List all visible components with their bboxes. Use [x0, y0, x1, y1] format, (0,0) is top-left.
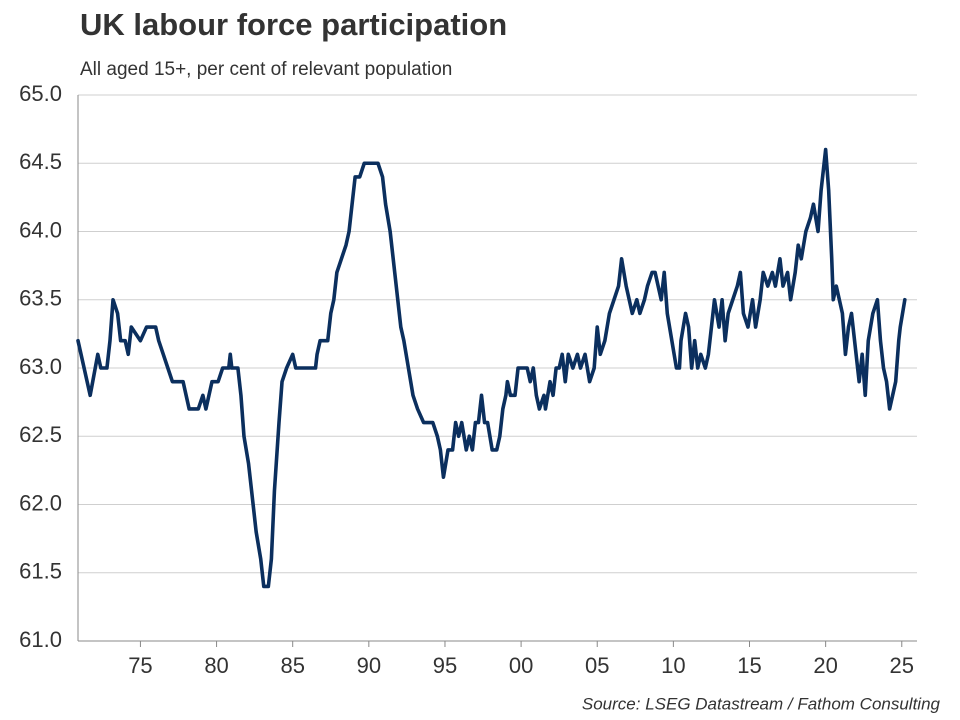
x-tick-label: 95 [433, 653, 457, 678]
axes: 61.0 61.5 62.0 62.5 63.0 63.5 64.0 64.5 65.0 75 80… [19, 81, 917, 678]
y-tick-label: 65.0 [19, 81, 62, 106]
x-tick-label: 80 [204, 653, 228, 678]
grid [78, 94, 917, 642]
y-tick-label: 61.0 [19, 627, 62, 652]
y-tick-label: 62.0 [19, 490, 62, 515]
x-tick-label: 75 [128, 653, 152, 678]
y-tick-label: 64.0 [19, 217, 62, 242]
source-note: Source: LSEG Datastream / Fathom Consult… [582, 694, 941, 713]
x-tick-label: 90 [357, 653, 381, 678]
y-tick-label: 62.5 [19, 422, 62, 447]
y-tick-label: 63.0 [19, 354, 62, 379]
chart-title: UK labour force participation [80, 7, 507, 42]
data-line [76, 147, 907, 589]
x-tick-label: 25 [890, 653, 914, 678]
y-tick-label: 63.5 [19, 286, 62, 311]
x-tick-label: 00 [509, 653, 533, 678]
y-tick-label: 64.5 [19, 149, 62, 174]
plot-area [76, 147, 907, 589]
x-tick-label: 15 [737, 653, 761, 678]
x-tick-label: 20 [813, 653, 837, 678]
y-tick-label: 61.5 [19, 559, 62, 584]
x-tick-label: 85 [280, 653, 304, 678]
x-tick-label: 05 [585, 653, 609, 678]
chart-subtitle: All aged 15+, per cent of relevant popul… [80, 59, 452, 80]
x-tick-label: 10 [661, 653, 685, 678]
